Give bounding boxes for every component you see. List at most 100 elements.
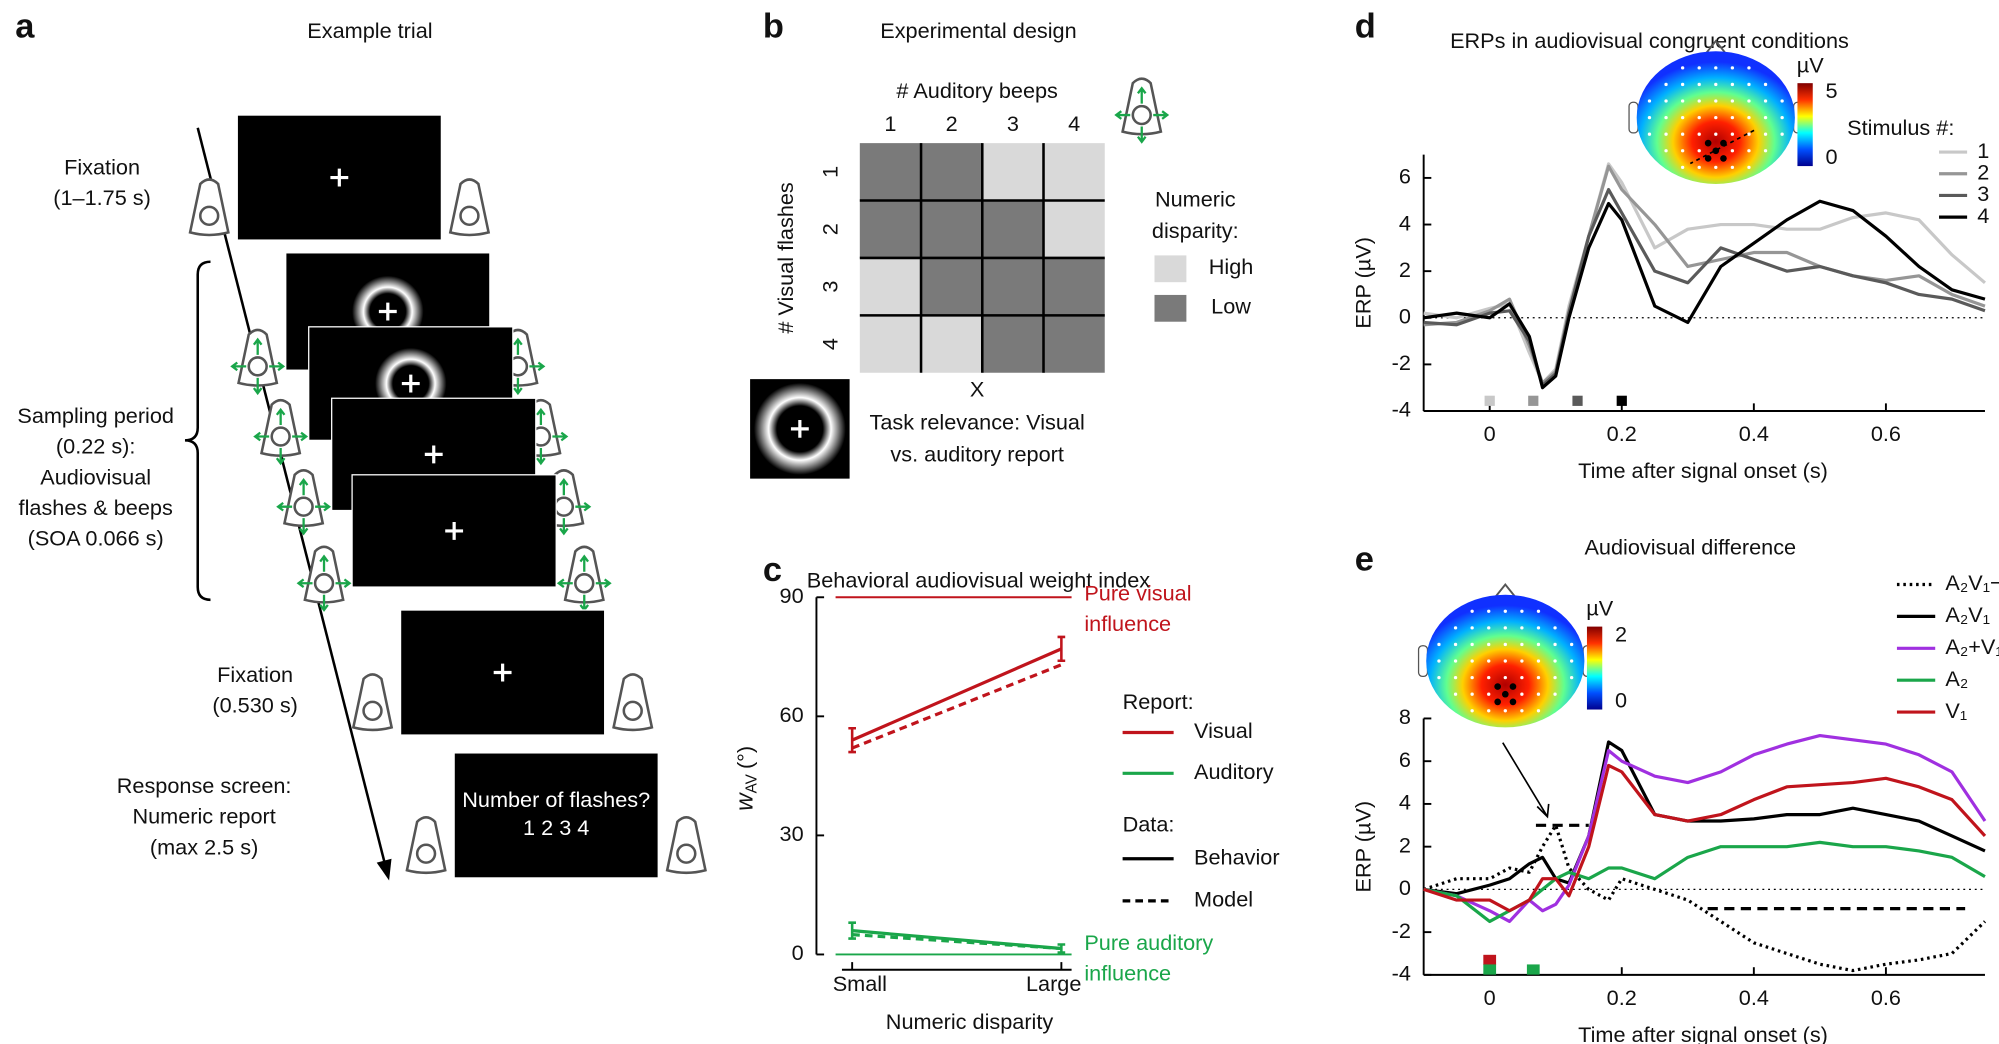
erp-line [1423, 199, 1986, 390]
electrode [1680, 82, 1685, 87]
speaker-cone [362, 700, 383, 722]
speaker-cone [1131, 104, 1152, 126]
axis-label: # Auditory beeps [896, 78, 1058, 103]
electrode [1536, 609, 1541, 613]
y-axis-label: wAV (°) [732, 746, 761, 811]
electrode [1487, 659, 1491, 663]
erp-line [1423, 763, 1987, 913]
legend-label: 2 [1977, 159, 1989, 184]
electrode [1747, 99, 1751, 103]
y-tick-label: 0 [792, 940, 804, 965]
stage-label: (1–1.75 s) [53, 185, 151, 210]
electrode [1503, 609, 1507, 613]
legend-title: Stimulus #: [1847, 115, 1954, 140]
y-tick-label: 2 [1399, 257, 1411, 282]
colorbar-tick-label: 0 [1826, 144, 1838, 169]
electrode [1503, 709, 1507, 713]
speaker-cone [313, 573, 335, 594]
stage-label: Fixation [64, 154, 140, 179]
colorbar-tick-label: 0 [1615, 688, 1627, 713]
electrode-selected [1501, 690, 1509, 698]
panel-letter: a [15, 7, 35, 45]
electrode [1697, 99, 1701, 103]
column-label: 2 [946, 111, 958, 136]
legend-label: V₁ [1945, 698, 1967, 723]
legend-label: 1 [1977, 138, 1989, 163]
speaker-cone [574, 573, 595, 594]
speaker-cone [293, 496, 314, 517]
electrode [1536, 659, 1541, 663]
electrode [1520, 626, 1524, 630]
panel-letter: b [763, 7, 784, 45]
legend-label: Model [1194, 887, 1253, 912]
legend-label: A₂V₁−(A₂+V₁) [1945, 570, 1999, 595]
electrode [1747, 132, 1751, 136]
electrode [1536, 642, 1541, 647]
electrode [1680, 99, 1685, 103]
x-tick-label: 0 [1484, 421, 1496, 446]
legend-label: A₂+V₁ [1945, 634, 1999, 659]
y-tick-label: 30 [780, 821, 804, 846]
electrode [1487, 642, 1491, 647]
onset-marker [1483, 964, 1497, 975]
design-cell [859, 315, 922, 373]
electrode [1437, 675, 1441, 680]
stage-label: Sampling period [17, 403, 174, 428]
head-nose [1494, 582, 1517, 598]
reference-label: influence [1084, 611, 1171, 636]
design-cell [921, 257, 983, 316]
reference-label: Pure auditory [1084, 930, 1213, 955]
design-cell [1043, 200, 1105, 258]
y-tick-label: 60 [780, 702, 804, 727]
onset-marker [1616, 395, 1627, 406]
row-label: 1 [817, 166, 842, 178]
stage-label: Audiovisual [40, 464, 151, 489]
onset-marker [1528, 395, 1539, 406]
electrode [1647, 115, 1652, 120]
onset-marker [1572, 395, 1583, 406]
colorbar-label: µV [1797, 52, 1824, 77]
model-line [852, 933, 1062, 951]
brace [184, 260, 211, 602]
erp-line [1423, 187, 1986, 387]
colorbar [1586, 626, 1603, 710]
behavior-line [852, 929, 1062, 951]
panel-letter: e [1355, 541, 1374, 579]
electrode [1730, 115, 1735, 120]
electrode [1680, 132, 1685, 136]
head-ear [1628, 101, 1639, 134]
legend-label: 4 [1977, 203, 1989, 228]
factor-label: vs. auditory report [890, 441, 1063, 466]
y-tick-label: 6 [1399, 164, 1411, 189]
design-cell [859, 200, 922, 258]
behavior-line [851, 647, 1063, 742]
design-cell [859, 257, 922, 316]
electrode [1520, 642, 1524, 647]
electrode [1453, 626, 1458, 630]
colorbar-label: µV [1586, 596, 1613, 621]
y-label-unit: (°) [732, 746, 757, 769]
design-cell [859, 143, 922, 201]
x-tick-label: Large [1026, 971, 1081, 996]
electrode [1553, 659, 1557, 663]
electrode [1553, 626, 1557, 630]
y-tick-label: 0 [1399, 304, 1411, 329]
legend-swatch [1154, 294, 1187, 322]
electrode [1730, 99, 1735, 103]
x-axis-label: Time after signal onset (s) [1578, 458, 1828, 483]
y-tick-label: 90 [780, 583, 804, 608]
electrode-selected [1704, 139, 1712, 147]
electrode [1503, 626, 1507, 630]
sound-arrows [1114, 86, 1170, 144]
electrode [1437, 659, 1441, 663]
electrode [1487, 692, 1491, 696]
colorbar [1797, 83, 1813, 167]
electrode-selected [1704, 155, 1712, 162]
fixation-cross [790, 419, 809, 438]
speaker-cone [247, 356, 268, 377]
error-bar [848, 921, 856, 940]
chart-title: Behavioral audiovisual weight index [807, 568, 1151, 593]
response-options: 1 2 3 4 [523, 815, 589, 840]
sound-arrows [276, 477, 332, 536]
electrode [1569, 659, 1574, 663]
